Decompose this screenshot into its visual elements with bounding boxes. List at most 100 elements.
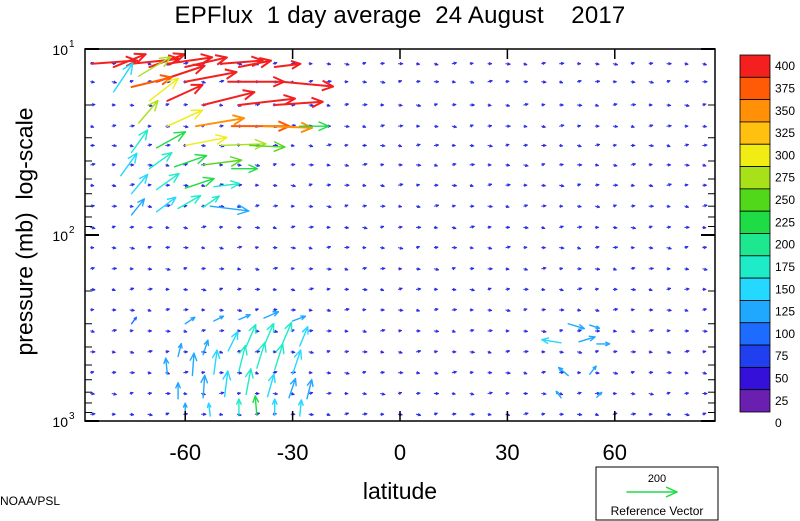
background-vector xyxy=(129,103,135,107)
background-vector xyxy=(308,350,314,354)
background-vector xyxy=(362,162,368,167)
background-vector xyxy=(129,391,134,395)
background-vector xyxy=(290,350,296,354)
background-vector xyxy=(219,412,224,417)
background-vector xyxy=(576,391,582,395)
background-vector xyxy=(487,350,492,354)
background-vector xyxy=(630,266,636,271)
background-vector xyxy=(201,143,206,148)
background-vector xyxy=(702,412,707,416)
flux-vector xyxy=(206,402,212,417)
background-vector xyxy=(630,61,635,66)
background-vector xyxy=(183,124,189,129)
flux-vector xyxy=(177,194,202,210)
background-vector xyxy=(90,124,95,128)
background-vector xyxy=(344,287,349,292)
background-vector xyxy=(612,225,618,230)
background-vector xyxy=(129,204,134,208)
background-vector xyxy=(594,267,601,271)
background-vector xyxy=(541,246,546,250)
background-vector xyxy=(183,329,188,333)
background-vector xyxy=(559,246,565,250)
background-vector xyxy=(594,103,599,107)
flux-vector xyxy=(213,179,241,190)
background-vector xyxy=(630,162,636,167)
background-vector xyxy=(612,143,617,148)
background-vector xyxy=(576,124,581,128)
background-vector xyxy=(541,204,547,208)
background-vector xyxy=(630,287,636,292)
background-vector xyxy=(111,183,117,188)
background-vector xyxy=(201,80,206,84)
background-vector xyxy=(308,103,314,107)
background-vector xyxy=(666,124,672,128)
colorbar-label: 175 xyxy=(775,260,795,274)
flux-vector xyxy=(238,314,251,321)
background-vector xyxy=(219,371,224,375)
background-vector xyxy=(165,204,171,208)
background-vector xyxy=(344,80,349,84)
colorbar-label: 25 xyxy=(775,394,789,408)
background-vector xyxy=(398,144,402,148)
background-vector xyxy=(344,124,350,129)
background-vector xyxy=(201,225,207,229)
background-vector xyxy=(666,329,671,333)
flux-vector xyxy=(306,378,314,400)
colorbar-swatch xyxy=(739,322,771,346)
flux-vector xyxy=(578,335,596,343)
flux-vector xyxy=(200,374,209,399)
background-vector xyxy=(648,370,654,375)
background-vector xyxy=(272,308,278,312)
background-vector xyxy=(523,412,529,416)
background-vector xyxy=(415,62,420,66)
background-vector xyxy=(451,308,457,312)
background-vector xyxy=(469,350,475,354)
background-vector xyxy=(362,103,368,107)
background-vector xyxy=(415,349,422,354)
background-vector xyxy=(147,204,153,209)
background-vector xyxy=(594,183,600,187)
background-vector xyxy=(129,412,135,417)
background-vector xyxy=(451,61,457,65)
background-vector xyxy=(684,163,690,167)
background-vector xyxy=(433,245,439,250)
background-vector xyxy=(254,163,261,167)
flux-vector xyxy=(184,176,215,189)
background-vector xyxy=(147,62,152,66)
background-vector xyxy=(469,225,475,229)
background-vector xyxy=(702,308,707,312)
background-vector xyxy=(505,287,510,291)
colorbar-label: 125 xyxy=(775,305,795,319)
colorbar-swatch xyxy=(739,300,771,324)
background-vector xyxy=(398,391,402,395)
flux-vector xyxy=(148,151,173,170)
background-vector xyxy=(111,370,117,375)
background-vector xyxy=(702,62,707,66)
background-vector xyxy=(398,124,404,128)
background-vector xyxy=(308,183,313,187)
x-tick-label: -30 xyxy=(277,440,309,465)
background-vector xyxy=(165,103,170,107)
background-vector xyxy=(433,183,439,187)
background-vector xyxy=(90,370,95,375)
background-vector xyxy=(219,79,225,83)
flux-vector xyxy=(130,173,149,195)
background-vector xyxy=(415,163,422,167)
background-vector xyxy=(147,391,153,396)
background-vector xyxy=(684,329,689,333)
background-vector xyxy=(433,329,439,333)
background-vector xyxy=(90,266,95,271)
flux-vector xyxy=(227,331,239,352)
background-vector xyxy=(183,246,189,250)
background-vector xyxy=(630,370,635,375)
background-vector xyxy=(129,329,134,333)
background-vector xyxy=(576,62,581,66)
background-vector xyxy=(505,183,511,187)
background-vector xyxy=(90,162,96,167)
background-vector xyxy=(129,287,135,291)
background-vector xyxy=(165,287,170,292)
background-vector xyxy=(702,183,707,187)
background-vector xyxy=(451,329,456,333)
background-vector xyxy=(398,287,403,291)
background-vector xyxy=(505,308,511,313)
